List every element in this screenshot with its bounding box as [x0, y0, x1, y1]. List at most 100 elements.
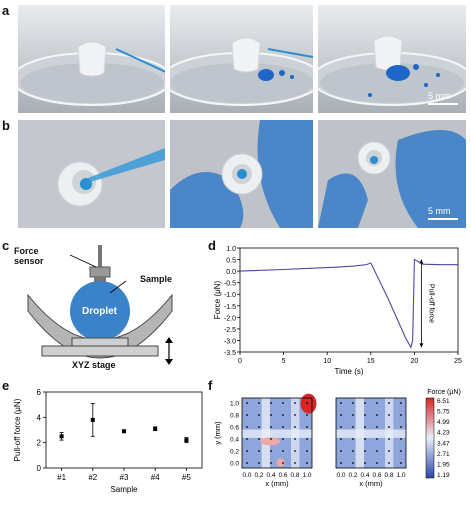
sample-point	[270, 402, 272, 404]
scale-bar-label-b: 5 mm	[428, 206, 451, 216]
sample-point	[306, 414, 308, 416]
photo-b1	[18, 120, 165, 228]
sample-point	[270, 450, 272, 452]
y-tick-label: 4	[37, 413, 42, 422]
panel-label-e: e	[2, 378, 10, 393]
sample-point	[282, 438, 284, 440]
scale-bar-b	[428, 218, 458, 220]
y-axis-title: y (mm)	[213, 421, 222, 445]
sample-point	[400, 450, 402, 452]
arrow-head-bottom	[419, 343, 424, 348]
sample-point	[376, 414, 378, 416]
sample-point	[400, 462, 402, 464]
y-tick-label: -1.0	[224, 292, 236, 299]
x-tick-label: 0.4	[266, 472, 275, 479]
sample-point	[282, 462, 284, 464]
heatmap-hotspot	[260, 437, 280, 446]
sample-point	[294, 402, 296, 404]
y-tick-label: 0.0	[226, 269, 236, 276]
force-series-line	[239, 258, 458, 349]
x-tick-label: #2	[88, 473, 97, 482]
sample-point	[376, 450, 378, 452]
y-tick-label: -1.5	[224, 304, 236, 311]
pull-off-label: Pull-off force	[427, 284, 434, 323]
sample-point	[246, 402, 248, 404]
heatmap-2: 0.0 0.2 0.4 0.6 0.8 1.0 x (mm)	[335, 397, 407, 488]
pull-off-chart: 0 2 4 6 #1 #2 #3 #4 #5 Sample Pull-off force (μN)	[13, 388, 203, 494]
sample-point	[258, 462, 260, 464]
x-tick-label: #5	[182, 473, 191, 482]
x-tick-label: #3	[120, 473, 129, 482]
x-tick-label: 5	[282, 358, 286, 365]
colorbar-tick-label: 4.99	[437, 419, 450, 426]
sample-point	[282, 414, 284, 416]
heatmap-hotspot	[300, 393, 317, 414]
photo-a2	[170, 5, 313, 113]
sample-point	[400, 426, 402, 428]
sample-point	[258, 414, 260, 416]
y-tick-label: 0.6	[230, 425, 239, 432]
x-tick-label: 0.4	[360, 472, 369, 479]
sample-point	[340, 438, 342, 440]
sample-point	[282, 402, 284, 404]
sample-point	[340, 402, 342, 404]
y-axis-title: Pull-off force (μN)	[13, 398, 22, 461]
sample-point	[364, 402, 366, 404]
sample-point	[388, 462, 390, 464]
data-point	[90, 417, 95, 422]
colorbar-tick-label: 3.47	[437, 440, 450, 447]
x-tick-label: 20	[411, 358, 419, 365]
colorbar-tick-label: 6.51	[437, 398, 450, 405]
arrow-head-top	[419, 259, 424, 264]
x-tick-label: 1.0	[302, 472, 311, 479]
droplet-circle	[70, 281, 130, 341]
sample-point	[246, 450, 248, 452]
sensor-probe	[98, 245, 102, 267]
heatmap-1: 0.0 0.2 0.4 0.6 0.8 1.0x (mm)0.00.20.40.60.81…	[213, 393, 317, 488]
colorbar-title: Force (μN)	[427, 389, 461, 396]
sample-point	[270, 438, 272, 440]
data-point	[184, 438, 189, 443]
schematic-diagram	[27, 245, 173, 365]
y-tick-label: -0.5	[224, 281, 236, 288]
force-sensor-label: Force sensor	[14, 246, 44, 266]
sample-point	[364, 438, 366, 440]
data-point	[153, 426, 158, 431]
plot-frame	[239, 247, 459, 353]
sample-point	[388, 426, 390, 428]
sample-point	[294, 426, 296, 428]
x-axis-title: x (mm)	[265, 479, 289, 488]
sample-point	[270, 462, 272, 464]
sample-point	[294, 450, 296, 452]
panel-label-c: c	[2, 238, 10, 253]
scale-bar-label-a: 5 mm	[428, 91, 451, 101]
sample-point	[282, 450, 284, 452]
heatmap-frame	[335, 397, 407, 469]
sensor-tip	[94, 277, 106, 282]
sample-point	[258, 426, 260, 428]
data-point	[122, 429, 126, 434]
sample-point	[340, 414, 342, 416]
x-tick-label: #1	[57, 473, 66, 482]
sample-point	[400, 414, 402, 416]
sample-point	[270, 414, 272, 416]
colorbar-tick-label: 1.19	[437, 472, 450, 479]
sample-point	[270, 426, 272, 428]
photo-b2	[170, 120, 313, 228]
sample-point	[352, 462, 354, 464]
sample-point	[294, 462, 296, 464]
x-tick-label: 0	[238, 358, 242, 365]
photo-a1	[18, 5, 165, 113]
stage-label: XYZ stage	[72, 360, 116, 370]
heatmap-band	[385, 398, 394, 468]
sample-point	[376, 426, 378, 428]
y-tick-label: 0	[37, 464, 42, 473]
panel-label-d: d	[208, 238, 216, 253]
sample-point	[400, 438, 402, 440]
sample-point	[388, 402, 390, 404]
sample-point	[306, 438, 308, 440]
sample-point	[306, 462, 308, 464]
sample-point	[352, 426, 354, 428]
sample-point	[388, 450, 390, 452]
y-tick-label: 1.0	[226, 246, 236, 253]
